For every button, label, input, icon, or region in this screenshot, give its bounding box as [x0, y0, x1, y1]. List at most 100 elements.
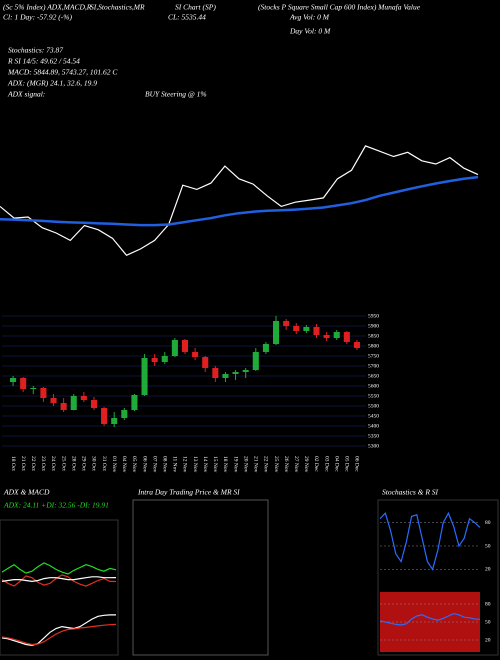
- header-text: BUY Steering @ 1%: [145, 90, 207, 99]
- x-tick-label: 18 Nov: [222, 456, 228, 473]
- candle-body: [353, 342, 360, 348]
- x-tick-label: 05 Nov: [131, 456, 137, 473]
- x-tick-label: 20 Nov: [242, 456, 248, 473]
- x-tick-label: 22 Oct: [30, 456, 36, 471]
- candle-body: [90, 400, 98, 408]
- header-text: SI Chart (SP): [175, 3, 216, 12]
- x-tick-label: 27 Nov: [293, 456, 299, 473]
- x-tick-label: 21 Nov: [253, 456, 259, 473]
- y-tick-label: 5550: [368, 393, 379, 399]
- header-text: (Stocks P Square Small Cap 600 Index) Mu…: [258, 3, 421, 12]
- header-text: R SI 14/5: 49.62 / 54.54: [7, 57, 80, 66]
- candle-body: [10, 378, 17, 382]
- x-tick-label: 28 Oct: [70, 456, 76, 471]
- x-tick-label: 24 Oct: [50, 456, 56, 471]
- header-text: Stochastics: 73.87: [8, 46, 63, 55]
- header-text: ADX: (MGR) 24.1, 32.6, 19.9: [7, 79, 97, 88]
- x-tick-label: 31 Oct: [101, 456, 107, 471]
- x-tick-label: 13 Nov: [192, 456, 198, 473]
- candle-body: [131, 395, 138, 410]
- x-tick-label: 01 Nov: [111, 456, 117, 473]
- candle-body: [303, 327, 310, 331]
- y-tick-label: 5500: [368, 403, 379, 409]
- candle-body: [283, 321, 290, 326]
- series-line: [0, 145, 479, 257]
- candle-body: [30, 388, 37, 389]
- x-tick-label: 02 Dec: [313, 456, 319, 472]
- series-line: [0, 175, 479, 227]
- candle-body: [171, 340, 178, 356]
- y-tick-label: 5650: [368, 373, 379, 379]
- header-text: Avg Vol: 0 M: [289, 13, 330, 22]
- candle-body: [232, 372, 239, 374]
- x-tick-label: 25 Oct: [60, 456, 66, 471]
- x-tick-label: 23 Oct: [40, 456, 46, 471]
- x-tick-label: 30 Oct: [91, 456, 97, 471]
- candle-body: [222, 374, 229, 378]
- x-tick-label: 04 Dec: [333, 456, 339, 472]
- y-tick-label: 80: [485, 520, 491, 526]
- candle-body: [40, 388, 47, 398]
- candle-body: [50, 398, 57, 403]
- y-tick-label: 50: [485, 543, 491, 549]
- series-line: [1, 574, 117, 587]
- y-tick-label: 5900: [368, 323, 379, 329]
- panel-title: ADX & MACD: [3, 488, 50, 497]
- x-tick-label: 03 Dec: [323, 456, 329, 472]
- candle-body: [252, 352, 259, 370]
- header-text: CL: 5535.44: [168, 13, 206, 22]
- candle-body: [313, 327, 320, 335]
- y-tick-label: 5450: [368, 413, 379, 419]
- y-tick-label: 5400: [368, 423, 379, 429]
- x-tick-label: 07 Nov: [151, 456, 157, 473]
- candle-body: [323, 335, 330, 338]
- header-text: ADX signal:: [7, 90, 45, 99]
- series-line: [379, 612, 481, 626]
- y-tick-label: 5600: [368, 383, 379, 389]
- x-tick-label: 06 Dec: [354, 456, 360, 472]
- x-tick-label: 29 Oct: [81, 456, 87, 471]
- candle-body: [293, 326, 300, 331]
- x-tick-label: 14 Nov: [202, 456, 208, 473]
- y-tick-label: 80: [485, 601, 491, 607]
- candle-body: [202, 357, 209, 368]
- x-tick-label: 26 Nov: [283, 456, 289, 473]
- header-text: MACD: 5844.89, 5743.27, 101.62 C: [7, 68, 118, 77]
- candle-body: [70, 396, 77, 410]
- panel-title: Intra Day Trading Price & MR SI: [137, 488, 240, 497]
- panel-subtitle: ADX: 24.11 +DI: 32.56 -DI: 19.91: [3, 501, 109, 510]
- y-tick-label: 5750: [368, 353, 379, 359]
- header-text: Cl: 1 Day: -57.92 (-%): [3, 13, 72, 22]
- candle-body: [181, 340, 189, 352]
- candle-body: [343, 332, 350, 342]
- y-tick-label: 5950: [368, 313, 379, 319]
- candle-body: [262, 344, 269, 352]
- x-tick-label: 25 Nov: [273, 456, 279, 473]
- x-tick-label: 05 Dec: [344, 456, 350, 472]
- series-line: [1, 623, 117, 646]
- series-line: [1, 576, 117, 583]
- x-tick-label: 04 Nov: [121, 456, 127, 473]
- header-text: (Sc 5% Index) ADX,MACD,R: [3, 3, 92, 12]
- x-tick-label: 11 Nov: [172, 456, 178, 472]
- header-text: Day Vol: 0 M: [289, 27, 331, 36]
- candle-body: [192, 352, 199, 357]
- x-tick-label: 19 Nov: [232, 456, 238, 473]
- candle-body: [272, 321, 280, 344]
- candle-body: [333, 332, 340, 338]
- y-tick-label: 5350: [368, 433, 379, 439]
- candle-body: [80, 396, 87, 400]
- panel-title: Stochastics & R SI: [382, 488, 439, 497]
- candle-body: [212, 368, 219, 378]
- candle-body: [60, 403, 67, 410]
- panel-frame: [377, 499, 499, 656]
- candle-body: [20, 378, 27, 389]
- header-text: SI,Stochastics,MR: [90, 3, 145, 12]
- y-tick-label: 5800: [368, 343, 379, 349]
- candle-body: [161, 356, 168, 362]
- x-tick-label: 29 Nov: [303, 456, 309, 473]
- candle-body: [121, 410, 128, 418]
